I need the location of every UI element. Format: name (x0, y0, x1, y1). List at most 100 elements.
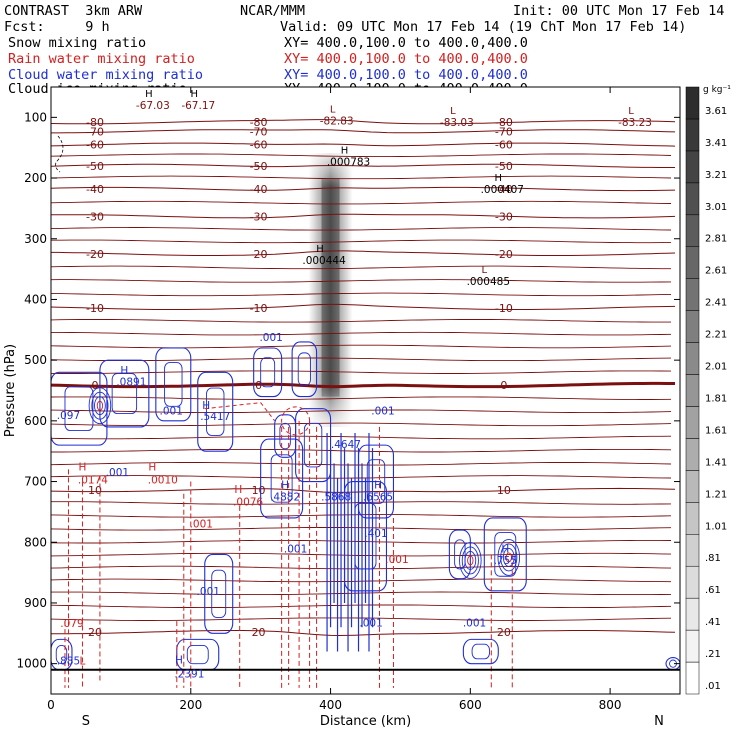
rain-water-label: .001 (245, 700, 268, 712)
cloud-water-contour (164, 362, 183, 407)
colorbar-label: .61 (705, 585, 721, 596)
temperature-contour (51, 539, 672, 544)
center-label: NCAR/MMM (240, 3, 306, 19)
extremum-marker: L (482, 265, 488, 276)
temperature-contour (51, 250, 676, 256)
colorbar-swatch (685, 182, 700, 216)
rain-water-label: .079 (60, 618, 83, 630)
init-time: Init: 00 UTC Mon 17 Feb 14 (513, 3, 725, 19)
colorbar-swatch (685, 278, 700, 311)
temperature-contour (51, 303, 676, 310)
extremum-value: -82.83 (320, 115, 354, 127)
temperature-contour (51, 396, 672, 400)
temperature-contour (51, 487, 676, 493)
temperature-contour-label: -50 (86, 160, 104, 173)
x-tick-label: 200 (179, 698, 202, 712)
y-tick-label: 300 (24, 232, 47, 246)
x-axis-label: Distance (km) (320, 714, 411, 729)
temperature-contour-label: -40 (250, 183, 268, 196)
ice-contour (55, 135, 64, 173)
colorbar-swatch (685, 118, 700, 152)
temperature-contour-label: -80 (86, 116, 104, 129)
temperature-contour-label: -40 (86, 183, 104, 196)
extremum-value: -83.23 (618, 117, 652, 129)
plot-frame (50, 86, 681, 695)
cloud-water-label: .0891 (116, 376, 146, 388)
model-title: CONTRAST 3km ARW (4, 3, 143, 19)
field-xy-cloud-water: XY= 400.0,100.0 to 400.0,400.0 (284, 67, 528, 83)
temperature-contour (51, 319, 671, 323)
temperature-contour-label: -30 (86, 210, 104, 223)
temperature-contour-label: -20 (495, 248, 513, 261)
temperature-contour-label: -40 (495, 183, 513, 196)
cloud-water-label: .001 (463, 617, 486, 629)
temperature-contour (51, 213, 676, 219)
temperature-contour (51, 435, 672, 440)
cloud-water-label: .2391 (174, 668, 204, 680)
extremum-marker: H (341, 146, 349, 157)
cloud-water-contour (88, 387, 112, 425)
rain-water-label: H (234, 484, 242, 496)
cloud-water-contour (253, 347, 283, 398)
temperature-contour-label: -20 (250, 248, 268, 261)
cloud-water-contour (471, 643, 491, 660)
cloud-water-contour (260, 357, 276, 388)
cloud-water-contour (204, 553, 234, 634)
extremum-marker: H (191, 89, 199, 100)
colorbar-swatch (685, 438, 700, 471)
cloud-water-contour (297, 352, 311, 387)
south-endpoint-label: S (82, 714, 90, 729)
extremum-value: -67.03 (136, 100, 170, 112)
cloud-water-contour (94, 396, 106, 416)
extremum-value: .000783 (327, 157, 370, 169)
temperature-contour-label: 0 (92, 379, 99, 392)
temperature-contour (51, 153, 672, 158)
y-tick-label: 100 (24, 110, 47, 124)
temperature-contour-label: 0 (500, 379, 507, 392)
rain-water-label: H (78, 461, 86, 473)
cloud-water-label: .001 (371, 406, 394, 418)
colorbar-label: 2.81 (705, 234, 727, 245)
cloud-water-contour (206, 387, 225, 436)
cloud-water-contour (494, 532, 517, 577)
cloud-water-label: .5868 (321, 492, 351, 504)
y-tick-label: 500 (24, 353, 47, 367)
colorbar-label: 1.81 (705, 393, 727, 404)
cloud-water-label: H (281, 480, 289, 492)
extremum-value: .000485 (467, 276, 510, 288)
cloud-water-contour (291, 341, 318, 398)
colorbar-label: 2.61 (705, 266, 727, 277)
colorbar-label: 3.41 (705, 138, 727, 149)
cloud-water-contour (467, 555, 474, 566)
temperature-contour (51, 292, 672, 297)
cloud-water-contour (483, 517, 527, 592)
temperature-contour-label: -50 (495, 160, 513, 173)
colorbar-swatch (685, 470, 700, 503)
temperature-contour-label: -70 (495, 125, 513, 138)
x-tick-label: 0 (47, 698, 55, 712)
rain-water-label: L (80, 656, 86, 668)
cloud-water-label: .4647 (331, 439, 361, 451)
colorbar-label: .21 (705, 649, 721, 660)
colorbar-swatch (685, 406, 700, 439)
cloud-water-contour (461, 546, 479, 575)
temperature-contour (51, 227, 672, 231)
colorbar-swatch (685, 150, 700, 184)
temperature-contour (51, 175, 672, 180)
colorbar-swatch (685, 629, 700, 663)
cloud-water-contour (111, 373, 138, 415)
temperature-contour (51, 239, 671, 244)
cloud-water-label: .401 (364, 528, 387, 540)
cloud-water-contour (197, 371, 234, 452)
extremum-value: -67.17 (181, 100, 215, 112)
cloud-water-contour (459, 542, 482, 579)
field-xy-rain: XY= 400.0,100.0 to 400.0,400.0 (284, 51, 528, 67)
y-tick-label: 900 (24, 596, 47, 610)
cloud-water-label: H (120, 365, 128, 377)
x-tick-label: 400 (319, 698, 342, 712)
cloud-water-label: .6565 (363, 492, 393, 504)
colorbar-label: 3.21 (705, 170, 727, 181)
temperature-contour (51, 617, 672, 621)
temperature-contour-label: -30 (495, 210, 513, 223)
